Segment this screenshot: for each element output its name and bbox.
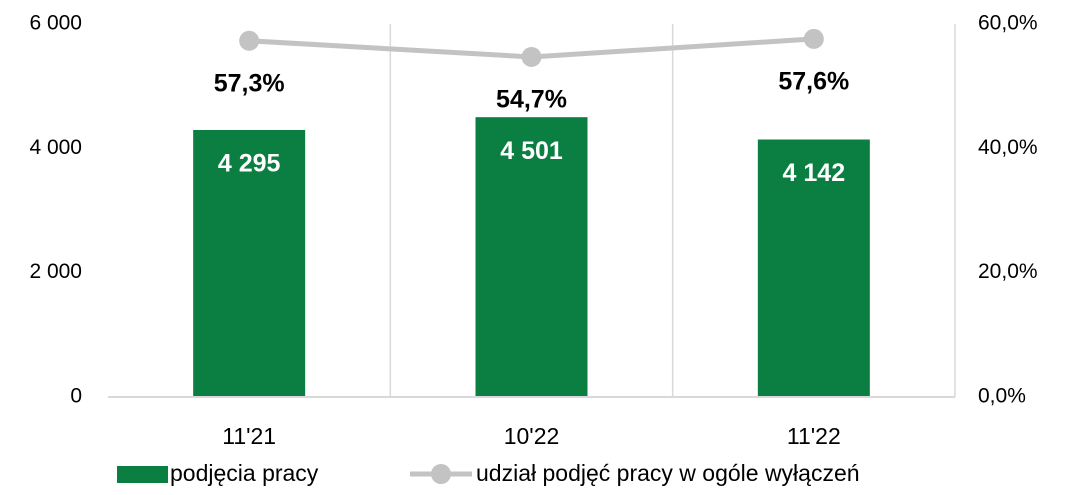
y-tick-label: 0 — [70, 385, 82, 408]
y2-tick-label: 40,0% — [978, 136, 1038, 159]
legend-swatch — [431, 464, 451, 484]
data-label: 54,7% — [496, 86, 567, 114]
data-label: 4 501 — [500, 137, 563, 165]
line-marker — [803, 28, 824, 49]
y-tick-label: 6 000 — [29, 12, 82, 35]
data-label: 4 295 — [218, 150, 281, 178]
data-label: 57,6% — [778, 68, 849, 96]
data-label: 4 142 — [783, 159, 846, 187]
line-marker — [521, 46, 542, 67]
y2-tick-label: 60,0% — [978, 12, 1038, 35]
bar — [193, 129, 306, 397]
line-marker — [239, 30, 260, 51]
x-tick-label: 11'22 — [787, 423, 841, 449]
bar — [757, 139, 870, 397]
legend-label: podjęcia pracy — [170, 460, 319, 486]
y-tick-label: 2 000 — [29, 260, 82, 283]
data-label: 57,3% — [214, 69, 285, 97]
y2-tick-label: 20,0% — [978, 260, 1038, 283]
y2-tick-label: 0,0% — [978, 385, 1026, 408]
x-tick-label: 10'22 — [504, 423, 560, 449]
bar — [475, 117, 588, 397]
legend-swatch — [117, 466, 168, 483]
legend-label: udział podjęć pracy w ogóle wyłączeń — [476, 460, 860, 486]
x-tick-label: 11'21 — [222, 423, 276, 449]
y-tick-label: 4 000 — [29, 136, 82, 159]
